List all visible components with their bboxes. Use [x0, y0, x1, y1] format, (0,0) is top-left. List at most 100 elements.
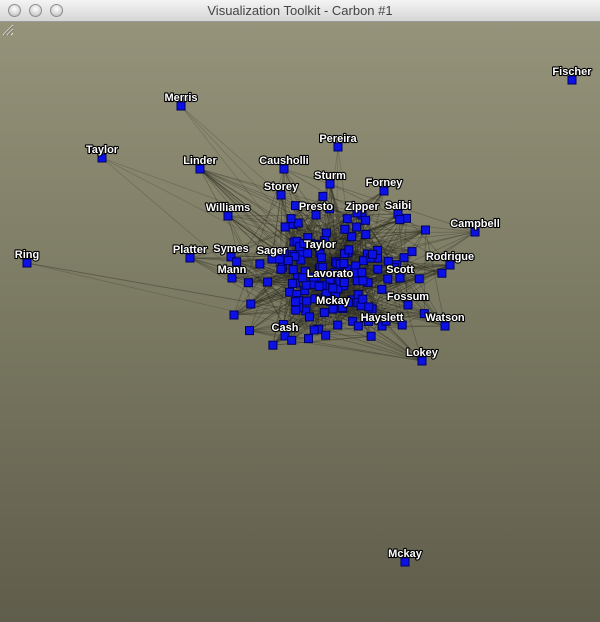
graph-node[interactable] [309, 272, 318, 282]
graph-node[interactable] [301, 280, 311, 290]
graph-node[interactable] [268, 340, 278, 350]
graph-node[interactable] [339, 259, 349, 268]
graph-node[interactable] [399, 253, 409, 263]
graph-node[interactable] [342, 214, 352, 224]
graph-node[interactable] [357, 267, 367, 277]
graph-node[interactable] [287, 335, 297, 345]
graph-node[interactable] [343, 298, 353, 308]
graph-node[interactable] [275, 254, 284, 264]
graph-node[interactable] [400, 557, 410, 567]
graph-node[interactable] [361, 230, 371, 239]
graph-node[interactable] [318, 262, 328, 272]
graph-node[interactable] [364, 302, 374, 312]
graph-node[interactable] [298, 273, 308, 283]
graph-node[interactable] [316, 253, 326, 263]
graph-node[interactable] [318, 191, 328, 201]
graph-node[interactable] [421, 225, 430, 235]
graph-node[interactable] [445, 260, 455, 270]
graph-node[interactable] [377, 284, 387, 294]
graph-node[interactable] [347, 232, 357, 242]
graph-node[interactable] [287, 279, 297, 288]
graph-node[interactable] [407, 247, 417, 257]
graph-node[interactable] [567, 75, 577, 85]
graph-node[interactable] [333, 142, 343, 152]
graph-node[interactable] [246, 299, 256, 309]
graph-node[interactable] [395, 273, 405, 283]
graph-node[interactable] [390, 263, 399, 273]
minimize-button[interactable] [29, 4, 42, 17]
graph-node[interactable] [358, 294, 368, 304]
graph-node[interactable] [366, 331, 376, 341]
graph-node[interactable] [311, 210, 321, 220]
graph-node[interactable] [278, 320, 288, 329]
graph-node[interactable] [305, 312, 314, 322]
graph-node[interactable] [229, 310, 239, 320]
graph-node[interactable] [185, 253, 195, 263]
graph-node[interactable] [299, 239, 309, 249]
graph-node[interactable] [22, 258, 32, 268]
graph-node[interactable] [255, 259, 265, 269]
graph-node[interactable] [333, 320, 343, 330]
graph-node[interactable] [373, 264, 383, 274]
graph-node[interactable] [397, 320, 407, 330]
graph-node[interactable] [352, 208, 362, 218]
graph-node[interactable] [417, 356, 427, 366]
zoom-button[interactable] [50, 4, 63, 17]
graph-node[interactable] [340, 224, 350, 234]
graph-node[interactable] [361, 215, 371, 225]
graph-node[interactable] [321, 330, 331, 340]
graph-node[interactable] [325, 179, 335, 189]
close-button[interactable] [8, 4, 21, 17]
graph-node[interactable] [352, 222, 362, 232]
graph-node[interactable] [314, 281, 324, 291]
render-canvas[interactable]: Fischer Merris Taylor Pereira Linder Causholl… [0, 22, 600, 622]
graph-node[interactable] [280, 222, 290, 232]
graph-node[interactable] [381, 316, 391, 326]
graph-node[interactable] [470, 227, 480, 237]
graph-node[interactable] [358, 276, 368, 286]
graph-node[interactable] [279, 164, 289, 174]
graph-node[interactable] [383, 274, 393, 284]
graph-node[interactable] [286, 214, 296, 224]
graph-node[interactable] [337, 303, 347, 312]
graph-node[interactable] [176, 101, 186, 111]
graph-node[interactable] [319, 308, 329, 318]
graph-node[interactable] [321, 228, 331, 238]
graph-node[interactable] [353, 290, 363, 300]
graph-node[interactable] [364, 316, 373, 326]
graph-node[interactable] [339, 278, 349, 287]
graph-node[interactable] [290, 297, 300, 307]
graph-node[interactable] [226, 252, 236, 262]
graph-node[interactable] [440, 321, 450, 331]
graph-node[interactable] [304, 334, 313, 344]
graph-node[interactable] [348, 316, 358, 326]
graph-node[interactable] [288, 265, 298, 275]
graph-node[interactable] [344, 245, 354, 255]
graph-node[interactable] [291, 305, 301, 315]
graph-node[interactable] [403, 300, 413, 310]
graph-node[interactable] [195, 164, 205, 174]
graph-node[interactable] [245, 326, 254, 336]
graph-node[interactable] [243, 278, 253, 288]
graph-node[interactable] [97, 153, 107, 163]
title-bar[interactable]: Visualization Toolkit - Carbon #1 [0, 0, 600, 22]
graph-node[interactable] [276, 264, 286, 274]
graph-node[interactable] [379, 186, 389, 196]
graph-node[interactable] [437, 268, 447, 278]
graph-node[interactable] [223, 211, 233, 221]
graph-node[interactable] [414, 274, 424, 284]
graph-node[interactable] [353, 321, 363, 331]
graph-node[interactable] [227, 273, 237, 283]
graph-node[interactable] [368, 249, 377, 259]
graph-node[interactable] [310, 240, 320, 249]
graph-view[interactable]: Fischer Merris Taylor Pereira Linder Causholl… [0, 22, 600, 622]
graph-node[interactable] [283, 256, 293, 265]
graph-node[interactable] [395, 215, 405, 225]
graph-node[interactable] [263, 277, 273, 287]
graph-node[interactable] [291, 201, 300, 211]
graph-node[interactable] [303, 248, 313, 258]
graph-node[interactable] [324, 296, 334, 306]
graph-node[interactable] [419, 309, 429, 319]
graph-node[interactable] [232, 257, 242, 267]
graph-node[interactable] [383, 256, 393, 266]
